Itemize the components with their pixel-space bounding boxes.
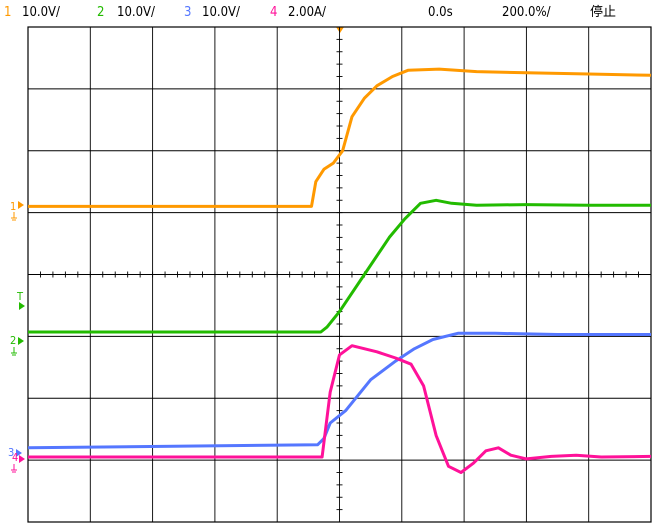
ch1-marker-label: 1 [10, 200, 16, 213]
ch3-marker-label: 3 [8, 446, 14, 459]
ch3-number: 3 [184, 5, 191, 20]
ch2-scale: 10.0V/ [117, 5, 155, 20]
waveform-traces [27, 67, 652, 474]
time-position: 0.0s [428, 5, 453, 20]
ch4-scale: 2.00A/ [288, 5, 326, 20]
ch1-scale: 10.0V/ [22, 5, 60, 20]
ch2-number: 2 [97, 5, 104, 20]
ch4-number: 4 [270, 5, 277, 20]
ch3-scale: 10.0V/ [202, 5, 240, 20]
ch3-ground-marker: 3 [8, 446, 22, 459]
ch4-ground-marker: 4 [11, 451, 25, 473]
ch1-number: 1 [4, 5, 11, 20]
ch2-marker-label: 2 [10, 334, 16, 347]
center-axis-ticks [27, 26, 652, 523]
time-scale: 200.0%/ [502, 5, 551, 20]
ch1-trace [28, 67, 652, 208]
graticule [27, 26, 652, 523]
run-state: 停止 [590, 4, 616, 20]
ch2-trace [28, 198, 651, 334]
channel-markers: 1 T 2 3 4 [8, 200, 25, 473]
ch1-ground-marker: 1 [10, 200, 24, 221]
trigger-marker-label: T [16, 290, 24, 303]
ch4-marker-label: 4 [12, 451, 18, 464]
ch4-trace [28, 344, 652, 474]
trigger-position-marker [336, 27, 344, 33]
channel-header: 1 10.0V/ 2 10.0V/ 3 10.0V/ 4 2.00A/ 0.0s… [4, 4, 616, 20]
ch2-ground-marker: 2 [10, 334, 24, 356]
trigger-level-marker: T [16, 290, 25, 310]
